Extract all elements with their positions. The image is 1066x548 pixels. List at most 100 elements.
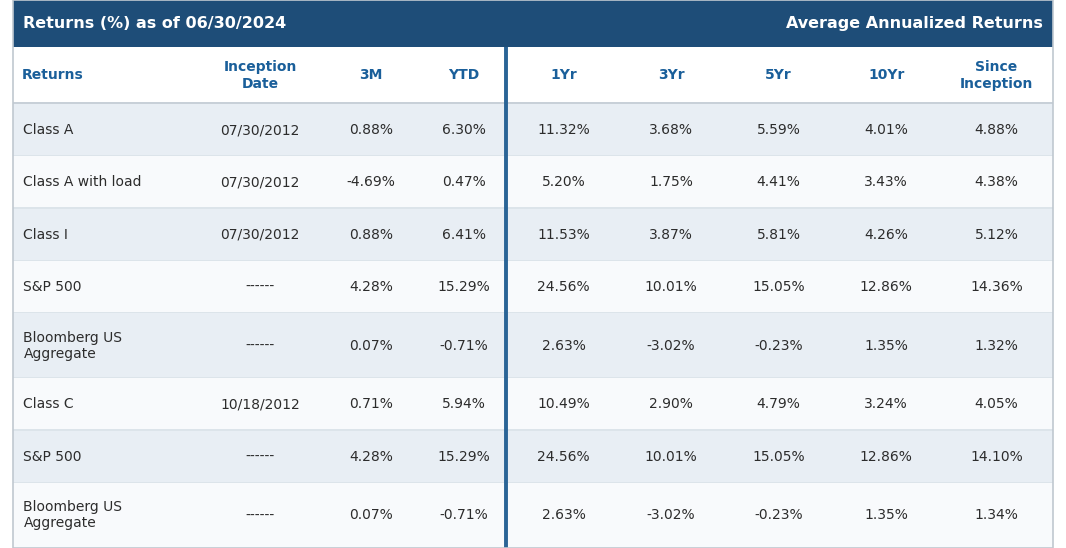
Bar (13, 377, 1053, 378)
Text: Since
Inception: Since Inception (959, 60, 1033, 91)
Text: 0.07%: 0.07% (350, 339, 393, 353)
Text: 5.94%: 5.94% (441, 397, 486, 412)
Bar (13, 378, 1053, 431)
Text: 12.86%: 12.86% (859, 449, 912, 464)
Bar (13, 155, 1053, 156)
Text: 4.41%: 4.41% (757, 175, 801, 190)
Bar (13, 483, 1053, 548)
Text: -3.02%: -3.02% (647, 509, 695, 522)
Text: 0.88%: 0.88% (350, 123, 393, 137)
Text: 6.30%: 6.30% (441, 123, 486, 137)
Text: 11.53%: 11.53% (537, 227, 589, 242)
Text: YTD: YTD (448, 68, 480, 82)
Text: 3.24%: 3.24% (865, 397, 908, 412)
Text: 10Yr: 10Yr (868, 68, 904, 82)
Text: 4.28%: 4.28% (350, 449, 393, 464)
Text: ------: ------ (245, 280, 275, 294)
Text: 4.05%: 4.05% (974, 397, 1018, 412)
Text: -0.23%: -0.23% (755, 509, 803, 522)
Text: 4.28%: 4.28% (350, 280, 393, 294)
Text: 5.12%: 5.12% (974, 227, 1018, 242)
Text: 07/30/2012: 07/30/2012 (221, 175, 300, 190)
Bar (13, 261, 1053, 313)
Text: 07/30/2012: 07/30/2012 (221, 227, 300, 242)
Text: Returns (%) as of 06/30/2024: Returns (%) as of 06/30/2024 (23, 16, 287, 31)
Text: 1.35%: 1.35% (865, 339, 908, 353)
Text: 07/30/2012: 07/30/2012 (221, 123, 300, 137)
Text: Class A with load: Class A with load (23, 175, 142, 190)
Text: 3.87%: 3.87% (649, 227, 693, 242)
Text: 6.41%: 6.41% (441, 227, 486, 242)
Bar (13, 312, 1053, 313)
Text: 1.75%: 1.75% (649, 175, 693, 190)
Text: 14.10%: 14.10% (970, 449, 1023, 464)
Text: ------: ------ (245, 339, 275, 353)
Text: 0.07%: 0.07% (350, 509, 393, 522)
Text: 2.90%: 2.90% (649, 397, 693, 412)
Text: -4.69%: -4.69% (346, 175, 395, 190)
Bar (13, 156, 1053, 209)
Text: 0.47%: 0.47% (441, 175, 485, 190)
Text: 5.81%: 5.81% (757, 227, 801, 242)
Text: 2.63%: 2.63% (542, 339, 585, 353)
Text: 15.29%: 15.29% (437, 280, 490, 294)
Text: -0.71%: -0.71% (439, 339, 488, 353)
Bar (13, 260, 1053, 261)
Text: 0.88%: 0.88% (350, 227, 393, 242)
Text: 10.01%: 10.01% (645, 449, 697, 464)
Text: 11.32%: 11.32% (537, 123, 589, 137)
Bar (13, 482, 1053, 483)
Text: 3.43%: 3.43% (865, 175, 908, 190)
Bar (13, 0, 1053, 47)
Text: 15.05%: 15.05% (753, 280, 805, 294)
Text: 10.01%: 10.01% (645, 280, 697, 294)
Text: 1.34%: 1.34% (974, 509, 1018, 522)
Text: 1.35%: 1.35% (865, 509, 908, 522)
Text: 0.71%: 0.71% (350, 397, 393, 412)
Bar (13, 313, 1053, 378)
Text: ------: ------ (245, 509, 275, 522)
Text: 24.56%: 24.56% (537, 449, 589, 464)
Bar (13, 430, 1053, 431)
Bar (13, 102, 1053, 104)
Text: 15.05%: 15.05% (753, 449, 805, 464)
Text: 4.01%: 4.01% (865, 123, 908, 137)
Text: 5.59%: 5.59% (757, 123, 801, 137)
Text: 10/18/2012: 10/18/2012 (221, 397, 300, 412)
Text: Class A: Class A (23, 123, 74, 137)
Bar (13, 47, 1053, 104)
Text: Class I: Class I (23, 227, 68, 242)
Text: Returns: Returns (21, 68, 83, 82)
Text: 14.36%: 14.36% (970, 280, 1023, 294)
Text: 10.49%: 10.49% (537, 397, 589, 412)
Text: Class C: Class C (23, 397, 74, 412)
Text: 3Yr: 3Yr (658, 68, 684, 82)
Text: 2.63%: 2.63% (542, 509, 585, 522)
Text: 5Yr: 5Yr (765, 68, 792, 82)
Text: 1Yr: 1Yr (550, 68, 577, 82)
Text: 15.29%: 15.29% (437, 449, 490, 464)
Text: 24.56%: 24.56% (537, 280, 589, 294)
Text: -0.23%: -0.23% (755, 339, 803, 353)
Text: 4.38%: 4.38% (974, 175, 1018, 190)
Text: -0.71%: -0.71% (439, 509, 488, 522)
Text: 12.86%: 12.86% (859, 280, 912, 294)
Bar (13, 208, 1053, 209)
Text: 1.32%: 1.32% (974, 339, 1018, 353)
Text: 4.26%: 4.26% (865, 227, 908, 242)
Text: -3.02%: -3.02% (647, 339, 695, 353)
Bar (13, 209, 1053, 261)
Text: 3.68%: 3.68% (649, 123, 693, 137)
Text: 4.88%: 4.88% (974, 123, 1019, 137)
Text: Bloomberg US
Aggregate: Bloomberg US Aggregate (23, 330, 123, 361)
Text: Inception
Date: Inception Date (224, 60, 296, 91)
Text: 4.79%: 4.79% (757, 397, 801, 412)
Text: ------: ------ (245, 449, 275, 464)
Text: 3M: 3M (359, 68, 383, 82)
Text: S&P 500: S&P 500 (23, 449, 82, 464)
Bar (13, 431, 1053, 483)
Text: Bloomberg US
Aggregate: Bloomberg US Aggregate (23, 500, 123, 530)
Text: S&P 500: S&P 500 (23, 280, 82, 294)
Bar (13, 104, 1053, 156)
Text: Average Annualized Returns: Average Annualized Returns (786, 16, 1043, 31)
